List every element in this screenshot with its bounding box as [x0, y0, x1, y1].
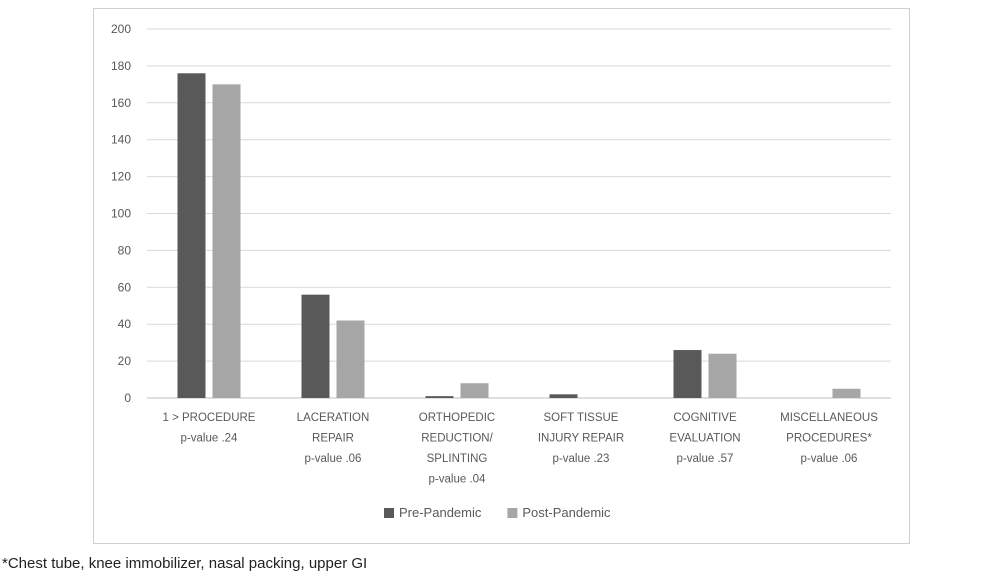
y-tick-label: 200 [111, 22, 131, 36]
x-category-label: INJURY REPAIR [538, 433, 624, 445]
x-category-label: REDUCTION/ [421, 433, 493, 445]
legend-label: Post-Pandemic [522, 505, 611, 520]
bar-pre-pandemic [301, 294, 330, 398]
chart-frame: 0 20 40 60 80 100 120 140 160 180 200 1 > PROCEDUR… [93, 8, 910, 544]
bar-post-pandemic [708, 353, 737, 398]
y-tick-label: 80 [118, 243, 132, 257]
x-category-label: 1 > PROCEDURE [163, 412, 256, 424]
bar-pre-pandemic [177, 73, 206, 398]
y-tick-label: 160 [111, 96, 131, 110]
x-category-label: p-value .23 [553, 453, 610, 465]
bars [177, 73, 861, 398]
x-category-label: ORTHOPEDIC [419, 412, 495, 424]
x-category-label: REPAIR [312, 433, 354, 445]
bar-post-pandemic [336, 320, 365, 398]
x-category-label: EVALUATION [669, 433, 740, 445]
y-tick-label: 100 [111, 207, 131, 221]
x-category-label: p-value .04 [429, 474, 487, 486]
y-tick-label: 120 [111, 170, 131, 184]
y-tick-label: 20 [118, 354, 132, 368]
bar-post-pandemic [460, 383, 489, 398]
x-category-label: p-value .06 [305, 453, 362, 465]
bar-pre-pandemic [549, 394, 578, 398]
bar-pre-pandemic [425, 396, 454, 398]
x-category-label: MISCELLANEOUS [780, 412, 878, 424]
bar-chart: 0 20 40 60 80 100 120 140 160 180 200 1 > PROCEDUR… [111, 22, 891, 520]
legend-label: Pre-Pandemic [399, 505, 482, 520]
x-category-label: p-value .06 [801, 453, 858, 465]
footnote: *Chest tube, knee immobilizer, nasal pac… [2, 555, 368, 572]
bar-post-pandemic [832, 388, 861, 398]
gridlines [147, 28, 891, 399]
x-category-label: SPLINTING [427, 453, 488, 465]
y-tick-label: 140 [111, 133, 131, 147]
bar-post-pandemic [212, 84, 241, 398]
y-tick-label: 0 [124, 391, 131, 405]
bar-pre-pandemic [673, 350, 702, 398]
x-category-label: PROCEDURES* [786, 433, 872, 445]
x-category-label: COGNITIVE [673, 412, 737, 424]
legend: Pre-Pandemic Post-Pandemic [384, 505, 611, 520]
y-tick-label: 60 [118, 280, 132, 294]
legend-swatch [384, 508, 394, 518]
y-tick-label: 40 [118, 317, 132, 331]
x-category-label: p-value .24 [181, 433, 239, 445]
x-category-label: SOFT TISSUE [544, 412, 619, 424]
y-tick-label: 180 [111, 59, 131, 73]
x-axis-labels: 1 > PROCEDURE p-value .24 LACERATION REPAIR… [163, 412, 879, 486]
x-category-label: LACERATION [297, 412, 370, 424]
x-category-label: p-value .57 [677, 453, 734, 465]
legend-swatch [507, 508, 518, 518]
y-axis-ticks: 0 20 40 60 80 100 120 140 160 180 200 [111, 22, 131, 405]
